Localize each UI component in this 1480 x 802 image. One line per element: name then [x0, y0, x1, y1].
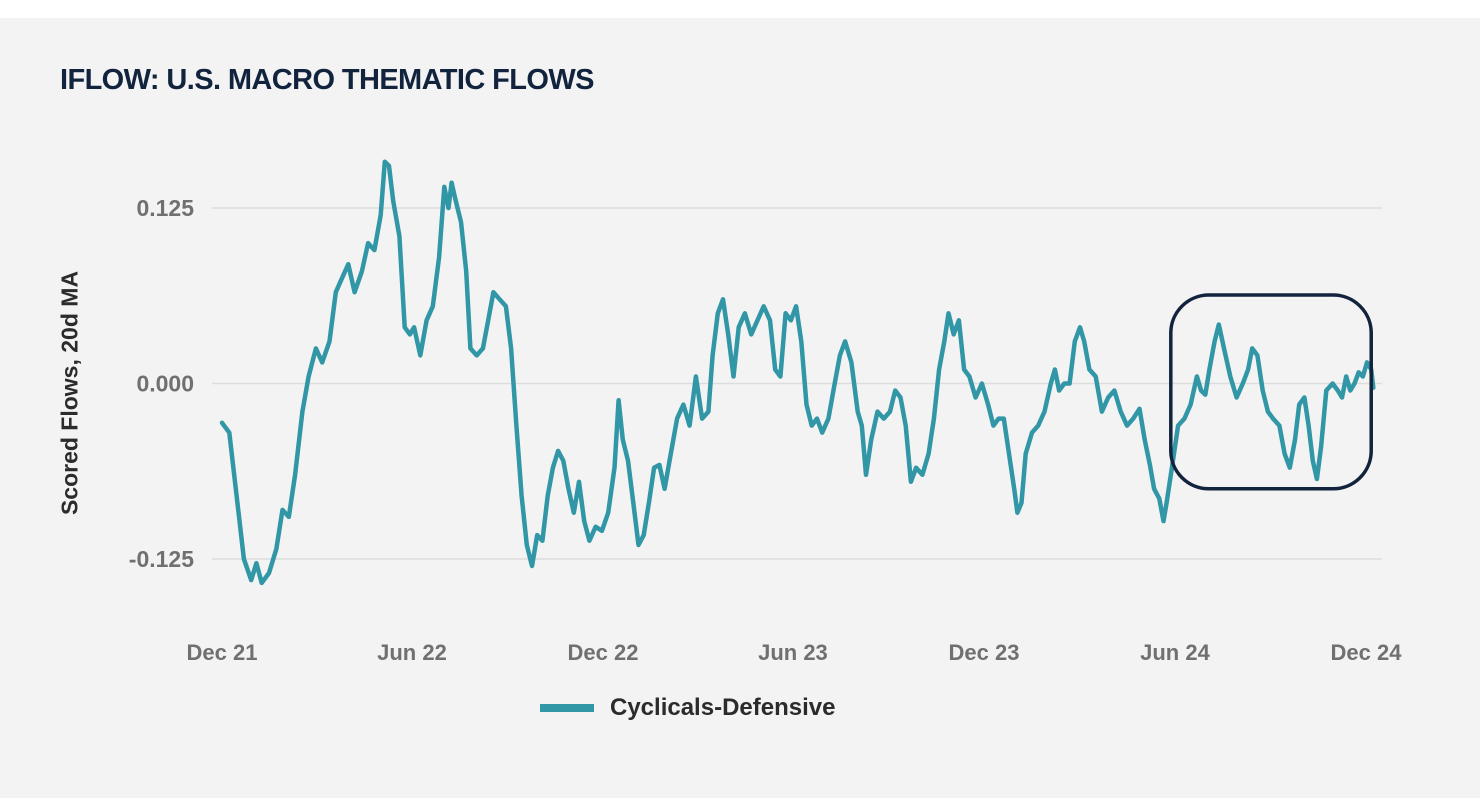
legend-label-cyclicals-defensive: Cyclicals-Defensive — [610, 694, 836, 721]
series-line-cyclicals-defensive — [219, 159, 1376, 586]
y-tick-label: 0.125 — [136, 195, 194, 221]
chart-title: IFLOW: U.S. MACRO THEMATIC FLOWS — [60, 64, 594, 96]
legend-swatch — [540, 704, 594, 712]
chart-panel — [0, 18, 1480, 798]
x-tick-label: Dec 23 — [948, 640, 1019, 665]
x-tick-labels: Dec 21 Jun 22 Dec 22 Jun 23 Dec 23 Jun 24 Dec … — [187, 640, 1403, 665]
y-tick-label: -0.125 — [129, 546, 194, 572]
grid-lines — [212, 207, 1382, 560]
x-tick-label: Jun 23 — [758, 640, 828, 665]
legend: Cyclicals-Defensive — [540, 694, 835, 722]
x-tick-label: Dec 24 — [1331, 640, 1403, 665]
highlight-box — [1169, 293, 1373, 491]
x-tick-label: Dec 21 — [187, 640, 258, 665]
x-tick-label: Jun 24 — [1140, 640, 1210, 665]
series-layer — [219, 159, 1376, 586]
x-tick-label: Jun 22 — [377, 640, 447, 665]
y-tick-label: 0.000 — [136, 371, 194, 397]
y-tick-labels: 0.125 0.000 -0.125 — [129, 195, 194, 572]
x-tick-label: Dec 22 — [568, 640, 639, 665]
